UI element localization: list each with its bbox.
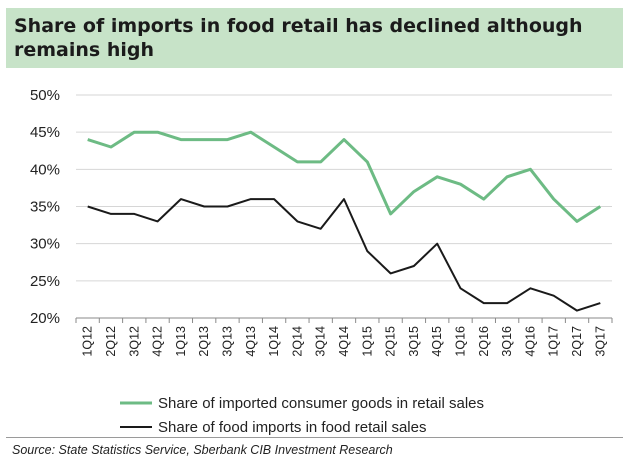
x-tick-label: 1Q16 (454, 326, 468, 357)
x-tick-label: 4Q13 (244, 326, 258, 357)
y-tick-label: 45% (30, 124, 60, 141)
x-tick-label: 1Q14 (267, 326, 281, 357)
x-axis: 1Q12 2Q12 3Q12 4Q12 1Q13 2Q13 3Q13 4Q13 1Q14 2Q14… (75, 317, 613, 357)
x-tick-label: 1Q13 (174, 326, 188, 357)
y-tick-label: 50% (30, 87, 60, 104)
x-tick-label: 2Q17 (570, 326, 584, 357)
y-tick-label: 40% (30, 161, 60, 178)
x-tick-label: 1Q17 (547, 326, 561, 357)
x-tick-label: 3Q12 (127, 326, 141, 357)
y-tick-label: 30% (30, 236, 60, 253)
chart-title: Share of imports in food retail has decl… (14, 15, 583, 61)
x-tick-label: 2Q16 (477, 326, 491, 357)
x-tick-label: 3Q14 (314, 326, 328, 357)
x-tick-label: 4Q14 (337, 326, 351, 357)
x-tick-label: 4Q16 (523, 326, 537, 357)
legend-label: Share of food imports in food retail sal… (158, 419, 426, 436)
y-axis: 50% 45% 40% 35% 30% 25% 20% (30, 87, 60, 327)
x-tick-label: 2Q12 (104, 326, 118, 357)
gridlines (76, 94, 612, 282)
y-tick-label: 35% (30, 199, 60, 216)
x-tick-label: 3Q13 (220, 326, 234, 357)
x-tick-label: 3Q17 (593, 326, 607, 357)
x-tick-label: 2Q14 (290, 326, 304, 357)
legend: Share of imported consumer goods in reta… (120, 395, 484, 436)
x-tick-label: 1Q12 (81, 326, 95, 357)
source-divider (6, 437, 623, 438)
x-tick-label: 3Q16 (500, 326, 514, 357)
x-tick-label: 2Q15 (384, 326, 398, 357)
series-line-imported-consumer-goods (87, 130, 602, 223)
x-tick-label: 4Q12 (151, 326, 165, 357)
chart-title-box: Share of imports in food retail has decl… (6, 8, 623, 68)
x-tick-label: 3Q15 (407, 326, 421, 357)
y-tick-label: 25% (30, 273, 60, 290)
y-tick-label: 20% (30, 310, 60, 327)
x-tick-label: 4Q15 (430, 326, 444, 357)
series-lines (87, 130, 602, 312)
legend-label: Share of imported consumer goods in reta… (158, 395, 484, 412)
x-tick-label: 2Q13 (197, 326, 211, 357)
series-line-food-imports (87, 198, 601, 312)
source-note: Source: State Statistics Service, Sberba… (12, 443, 393, 457)
x-tick-label: 1Q15 (360, 326, 374, 357)
